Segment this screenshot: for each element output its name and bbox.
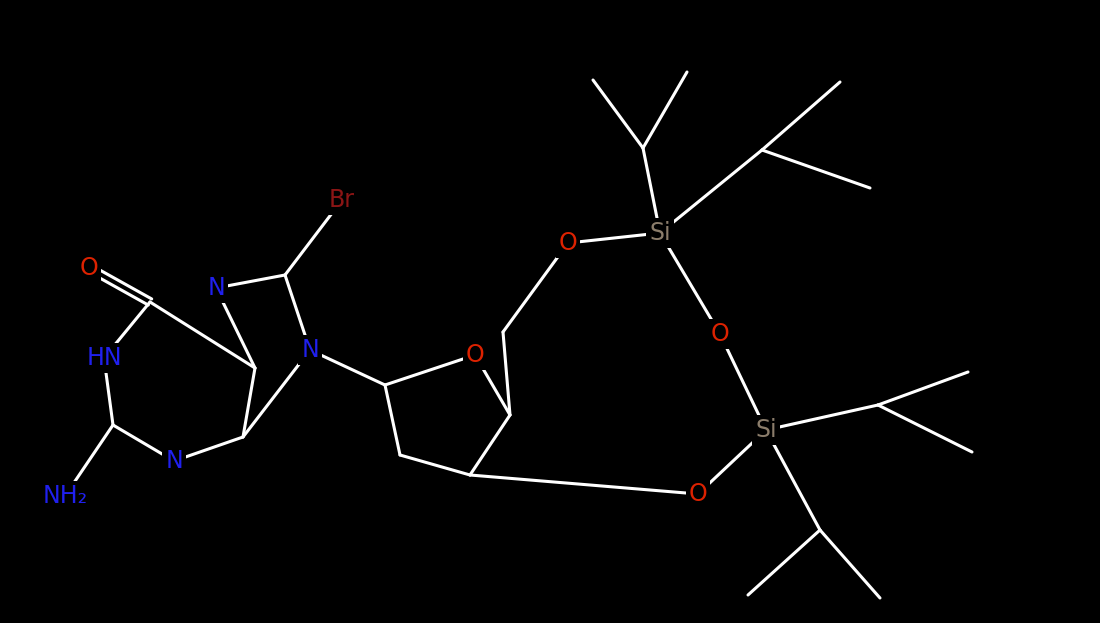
Text: NH₂: NH₂ [43, 484, 88, 508]
Text: N: N [207, 276, 224, 300]
Text: Br: Br [329, 188, 355, 212]
Text: O: O [689, 482, 707, 506]
Text: HN: HN [86, 346, 122, 370]
Text: N: N [301, 338, 319, 362]
Text: O: O [465, 343, 484, 367]
Text: Si: Si [756, 418, 777, 442]
Text: Si: Si [649, 221, 671, 245]
Text: N: N [165, 449, 183, 473]
Text: O: O [79, 256, 98, 280]
Text: O: O [711, 322, 729, 346]
Text: O: O [559, 231, 578, 255]
